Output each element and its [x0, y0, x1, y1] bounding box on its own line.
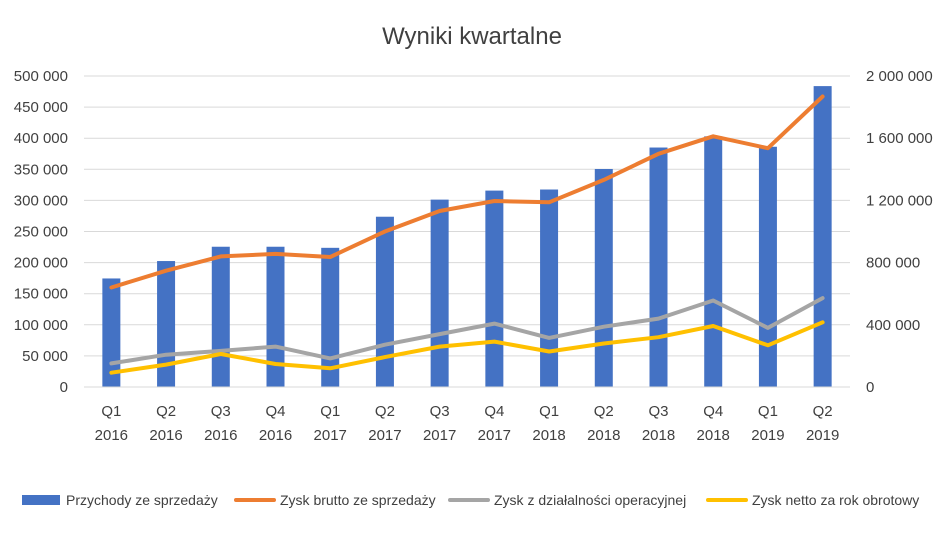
x-axis-quarter-label: Q1 — [539, 403, 559, 420]
legend-label: Zysk z działalności operacyjnej — [494, 492, 686, 508]
bar-q8 — [485, 190, 504, 387]
legend-label: Zysk netto za rok obrotowy — [752, 492, 919, 508]
legend-label: Zysk brutto ze sprzedaży — [280, 492, 436, 508]
x-axis-quarter-label: Q4 — [703, 403, 723, 420]
left-axis-tick-label: 250 000 — [14, 224, 68, 241]
bar-q5 — [321, 247, 340, 387]
x-axis-year-label: 2018 — [532, 427, 565, 444]
legend-label: Przychody ze sprzedaży — [66, 492, 218, 508]
x-axis-quarter-label: Q3 — [430, 403, 450, 420]
x-axis: Q1 2016 Q2 2016 Q3 2016 Q4 2016 Q1 2017 Q2 2017 Q3 20… — [84, 386, 850, 444]
bar-q14 — [813, 86, 832, 388]
x-axis-quarter-label: Q1 — [101, 403, 121, 420]
right-axis: 0 400 000 800 000 1 200 000 1 600 000 2 000 0… — [866, 68, 933, 396]
chart-title: Wyniki kwartalne — [382, 23, 562, 50]
left-axis-tick-label: 500 000 — [14, 68, 68, 85]
x-axis-quarter-label: Q2 — [594, 403, 614, 420]
right-axis-tick-label: 0 — [866, 379, 874, 396]
legend: Przychody ze sprzedaży Zysk brutto ze spr… — [22, 492, 919, 508]
x-axis-year-label: 2019 — [806, 427, 839, 444]
bar-q2 — [157, 261, 176, 387]
bar-series — [102, 86, 832, 388]
line-series-1 — [109, 94, 825, 290]
x-axis-quarter-label: Q1 — [320, 403, 340, 420]
right-axis-tick-label: 2 000 000 — [866, 68, 933, 85]
gridlines — [84, 75, 850, 388]
bar-q12 — [704, 136, 723, 387]
x-axis-year-label: 2018 — [642, 427, 675, 444]
bar-q3 — [211, 246, 230, 387]
x-axis-year-label: 2016 — [149, 427, 182, 444]
x-axis-year-label: 2017 — [314, 427, 347, 444]
line-series-2 — [109, 296, 825, 366]
left-axis-tick-label: 50 000 — [22, 348, 68, 365]
right-axis-tick-label: 1 600 000 — [866, 130, 933, 147]
x-axis-year-label: 2019 — [751, 427, 784, 444]
legend-swatch-bar — [22, 495, 60, 505]
left-axis-tick-label: 450 000 — [14, 99, 68, 116]
bar-q6 — [375, 216, 394, 387]
x-axis-quarter-label: Q4 — [265, 403, 285, 420]
x-axis-year-label: 2016 — [204, 427, 237, 444]
bar-q10 — [594, 168, 613, 387]
line-series-3 — [109, 320, 825, 375]
x-axis-quarter-label: Q3 — [648, 403, 668, 420]
bar-q11 — [649, 147, 668, 387]
line-series — [109, 94, 825, 375]
right-axis-tick-label: 400 000 — [866, 317, 920, 334]
right-axis-tick-label: 800 000 — [866, 255, 920, 272]
x-axis-quarter-label: Q2 — [375, 403, 395, 420]
left-axis-tick-label: 100 000 — [14, 317, 68, 334]
left-axis-tick-label: 300 000 — [14, 192, 68, 209]
left-axis-tick-label: 350 000 — [14, 161, 68, 178]
x-axis-year-label: 2018 — [587, 427, 620, 444]
x-axis-quarter-label: Q2 — [813, 403, 833, 420]
bar-q7 — [430, 199, 449, 387]
bar-q9 — [540, 189, 559, 387]
x-axis-quarter-label: Q4 — [484, 403, 504, 420]
bar-q13 — [758, 146, 777, 387]
left-axis-tick-label: 400 000 — [14, 130, 68, 147]
x-axis-year-label: 2017 — [368, 427, 401, 444]
left-axis-tick-label: 0 — [60, 379, 68, 396]
left-axis: 0 50 000 100 000 150 000 200 000 250 000 300 0… — [14, 68, 68, 396]
bar-q1 — [102, 278, 121, 387]
bar-q4 — [266, 246, 285, 387]
x-axis-year-label: 2017 — [423, 427, 456, 444]
x-axis-year-label: 2016 — [95, 427, 128, 444]
left-axis-tick-label: 150 000 — [14, 286, 68, 303]
x-axis-year-label: 2018 — [697, 427, 730, 444]
left-axis-tick-label: 200 000 — [14, 255, 68, 272]
x-axis-quarter-label: Q2 — [156, 403, 176, 420]
right-axis-tick-label: 1 200 000 — [866, 192, 933, 209]
x-axis-year-label: 2017 — [478, 427, 511, 444]
x-axis-year-label: 2016 — [259, 427, 292, 444]
x-axis-quarter-label: Q3 — [211, 403, 231, 420]
x-axis-quarter-label: Q1 — [758, 403, 778, 420]
